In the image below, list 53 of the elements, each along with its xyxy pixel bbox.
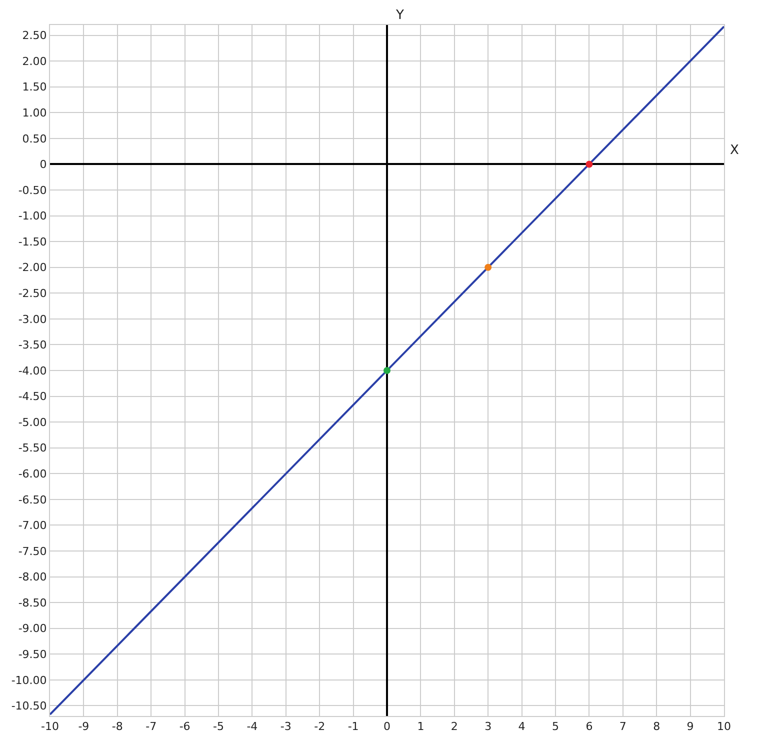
y-tick-label: -6.00 (18, 467, 47, 480)
x-tick-label: -3 (280, 720, 292, 734)
y-tick-label: -5.00 (18, 416, 47, 429)
x-tick-label: 1 (417, 720, 424, 734)
x-tick-label: 2 (450, 720, 458, 734)
y-tick-label: 0.50 (22, 132, 47, 146)
x-tick-label: 7 (619, 720, 626, 734)
y-tick-label: -8.50 (18, 596, 47, 610)
y-tick-label: -4.00 (18, 364, 47, 378)
y-tick-label: 1.00 (22, 106, 47, 120)
x-tick-label: -2 (314, 720, 326, 734)
y-tick-label: -3.50 (18, 338, 47, 352)
y-tick-label: -0.50 (18, 184, 47, 197)
x-tick-label: 3 (484, 720, 492, 734)
y-tick-label: -1.00 (18, 210, 47, 223)
x-tick-label: -4 (246, 720, 258, 734)
y-tick-label: -7.00 (18, 519, 47, 532)
y-tick-label: -10.50 (11, 700, 47, 713)
x-tick-label: 10 (717, 720, 731, 734)
x-tick-label: -8 (112, 720, 123, 734)
y-tick-label: -9.00 (18, 622, 47, 636)
point (384, 367, 390, 374)
x-tick-label: -5 (213, 720, 224, 734)
y-tick-label: -4.50 (18, 390, 47, 404)
x-tick-label: -9 (78, 720, 90, 734)
y-tick-label: -1.50 (18, 235, 47, 248)
y-tick-label: -2.50 (18, 287, 47, 300)
y-tick-label: 2.50 (22, 29, 47, 42)
y-tick-label: 2.00 (22, 54, 47, 68)
x-tick-label: 4 (518, 720, 526, 734)
x-tick-label: 6 (586, 720, 593, 734)
x-tick-label: -6 (179, 720, 190, 734)
y-tick-label: -3.00 (18, 312, 47, 326)
y-tick-label: -2.00 (18, 261, 47, 274)
x-tick-label: 5 (552, 720, 559, 734)
x-tick-label: -1 (348, 720, 359, 734)
y-tick-label: 1.50 (22, 80, 47, 94)
y-tick-label: -8.00 (18, 570, 47, 584)
x-tick-label: -7 (146, 720, 157, 734)
y-tick-label: -6.50 (18, 493, 47, 506)
y-tick-label: -9.50 (18, 648, 47, 661)
y-tick-label: -10.00 (11, 674, 47, 687)
x-axis-title: X (730, 143, 739, 158)
x-tick-label: -10 (41, 720, 59, 734)
y-axis-title: Y (395, 8, 404, 23)
point (586, 160, 593, 168)
y-tick-label: -7.50 (18, 544, 47, 558)
x-tick-label: 9 (686, 720, 694, 734)
x-tick-label: 0 (384, 720, 390, 734)
x-tick-label: 8 (653, 720, 660, 734)
y-tick-label: 0 (40, 158, 47, 172)
point (484, 264, 492, 271)
y-tick-label: -5.50 (18, 442, 47, 455)
